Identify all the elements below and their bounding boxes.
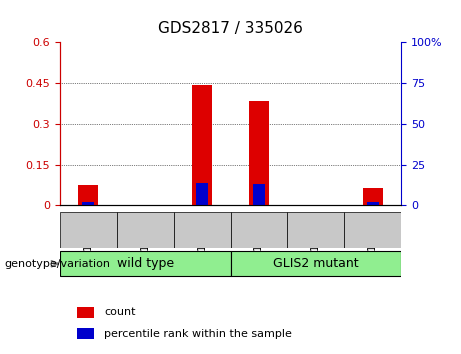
Text: wild type: wild type: [117, 257, 174, 270]
Bar: [78, 185, 98, 205]
Bar: [83, 202, 95, 205]
Text: genotype/variation: genotype/variation: [5, 259, 111, 269]
Bar: [363, 188, 383, 205]
FancyBboxPatch shape: [287, 212, 344, 248]
Bar: [192, 85, 212, 205]
Text: GLIS2 mutant: GLIS2 mutant: [273, 257, 359, 270]
Bar: [249, 101, 269, 205]
Bar: [366, 202, 378, 205]
Bar: [253, 184, 265, 205]
Bar: [77, 329, 94, 339]
FancyBboxPatch shape: [230, 251, 401, 276]
FancyBboxPatch shape: [60, 212, 117, 248]
FancyBboxPatch shape: [344, 212, 401, 248]
Text: GDS2817 / 335026: GDS2817 / 335026: [158, 21, 303, 36]
Bar: [77, 307, 94, 318]
Text: count: count: [104, 307, 136, 318]
FancyBboxPatch shape: [117, 212, 174, 248]
Bar: [196, 183, 208, 205]
Text: percentile rank within the sample: percentile rank within the sample: [104, 329, 292, 339]
FancyBboxPatch shape: [174, 212, 230, 248]
FancyBboxPatch shape: [60, 251, 230, 276]
FancyBboxPatch shape: [230, 212, 287, 248]
